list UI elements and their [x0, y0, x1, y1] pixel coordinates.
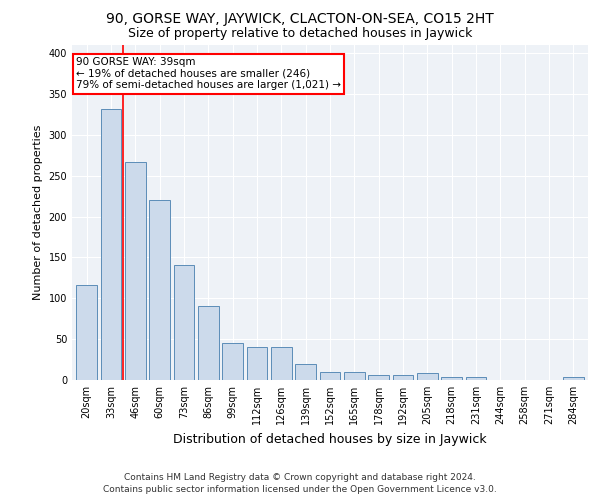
Text: Contains HM Land Registry data © Crown copyright and database right 2024.
Contai: Contains HM Land Registry data © Crown c…	[103, 472, 497, 494]
Bar	[125, 162, 146, 380]
Text: 90, GORSE WAY, JAYWICK, CLACTON-ON-SEA, CO15 2HT: 90, GORSE WAY, JAYWICK, CLACTON-ON-SEA, …	[106, 12, 494, 26]
Bar	[271, 346, 292, 380]
Text: 90 GORSE WAY: 39sqm
← 19% of detached houses are smaller (246)
79% of semi-detac: 90 GORSE WAY: 39sqm ← 19% of detached ho…	[76, 58, 341, 90]
Bar	[320, 372, 340, 380]
Bar	[417, 374, 438, 380]
Bar	[149, 200, 170, 380]
Text: Size of property relative to detached houses in Jaywick: Size of property relative to detached ho…	[128, 28, 472, 40]
Bar	[563, 376, 584, 380]
X-axis label: Distribution of detached houses by size in Jaywick: Distribution of detached houses by size …	[173, 432, 487, 446]
Bar	[392, 375, 413, 380]
Bar	[368, 375, 389, 380]
Bar	[295, 364, 316, 380]
Bar	[76, 285, 97, 380]
Bar	[173, 265, 194, 380]
Bar	[466, 376, 487, 380]
Bar	[101, 108, 121, 380]
Bar	[344, 372, 365, 380]
Bar	[442, 376, 462, 380]
Bar	[198, 306, 218, 380]
Y-axis label: Number of detached properties: Number of detached properties	[33, 125, 43, 300]
Bar	[222, 343, 243, 380]
Bar	[247, 346, 268, 380]
